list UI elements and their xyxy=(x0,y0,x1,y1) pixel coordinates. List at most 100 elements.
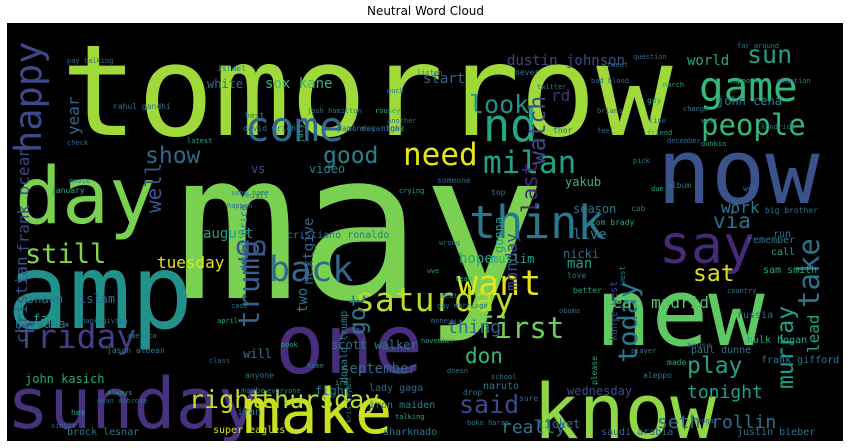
word-trump: trump xyxy=(232,241,266,328)
word-november: november xyxy=(421,337,455,345)
word-always: always xyxy=(107,389,132,397)
word-beat: beat xyxy=(441,292,458,300)
word-amp: amp xyxy=(7,233,193,353)
word-question: question xyxy=(633,53,667,61)
word-america: america xyxy=(127,332,157,340)
word-much: much xyxy=(387,87,404,95)
word-back: back xyxy=(269,250,353,290)
word-saudi-arabia: saudi arabia xyxy=(601,427,673,438)
word-wednesday: wednesday xyxy=(567,384,632,398)
word-cristiano-ronaldo: cristiano ronaldo xyxy=(287,230,389,241)
word-guy: guy xyxy=(647,96,662,105)
word-rd: rd xyxy=(551,86,570,105)
word-kanye-west: kanye west xyxy=(609,281,620,341)
word-tonight: tonight xyxy=(687,382,763,403)
word-tuesday: tuesday xyxy=(157,253,225,272)
word-yakub: yakub xyxy=(565,175,601,189)
word-tom-brady: tom brady xyxy=(591,218,635,227)
word-please: please xyxy=(590,356,599,385)
word-milan: milan xyxy=(483,145,576,181)
word-january: january xyxy=(51,186,85,195)
word-know: know xyxy=(533,367,716,441)
word-last: last xyxy=(518,162,542,213)
word-one: one xyxy=(275,298,423,393)
word-lady-gaga: lady gaga xyxy=(369,383,423,394)
word-team: team xyxy=(455,275,472,283)
word-fan: fan xyxy=(33,312,55,326)
word-still: still xyxy=(25,239,106,270)
word-paul-mccartney: paul mccartney xyxy=(337,124,405,133)
word-nextgive: nextgive xyxy=(301,218,317,285)
word-thanksgiving: thanksgiving xyxy=(77,317,128,325)
word-hulk-hogan: hulk hogan xyxy=(747,335,807,346)
word-kendrick: kendrick xyxy=(761,123,796,131)
word-call: call xyxy=(771,247,795,258)
word-cloud-canvas: may tomorrow amp new now one day know sunday make… xyxy=(7,23,843,441)
word-top: top xyxy=(491,188,506,197)
word-tomorrow: tomorrow xyxy=(61,23,673,165)
word-vs: vs xyxy=(251,162,265,176)
word-latest: latest xyxy=(187,137,212,145)
word-real-madrid: real madrid xyxy=(603,293,709,312)
word-watch: watch xyxy=(525,96,551,165)
word-sharknado: sharknado xyxy=(383,427,437,438)
word-bad-blood: bad blood xyxy=(591,77,629,85)
word-made: made xyxy=(667,358,686,367)
word-saturday: saturday xyxy=(355,280,514,319)
word-another: another xyxy=(387,117,417,125)
word-home: home xyxy=(307,362,324,370)
word-election: election xyxy=(777,77,811,85)
word-best: best xyxy=(245,111,264,120)
word-september: september xyxy=(341,361,417,377)
word-cub: cub xyxy=(631,204,646,213)
word-may: may xyxy=(175,109,545,347)
word-shawn: shawn xyxy=(27,292,63,306)
word-happen: happen xyxy=(227,202,252,210)
word-year: year xyxy=(64,96,83,135)
word-thing: thing xyxy=(447,317,501,338)
word-people: people xyxy=(701,108,806,142)
word-won: won xyxy=(743,184,758,193)
word-make: make xyxy=(243,375,392,441)
word-better: better xyxy=(573,286,602,295)
word-big-brother: big brother xyxy=(765,206,818,215)
word-support: support xyxy=(729,77,759,85)
word-look: look xyxy=(469,90,529,119)
word-paul-dunne: paul dunne xyxy=(691,345,751,356)
word-really: really xyxy=(501,417,566,438)
word-moneyw: moneyw xyxy=(431,317,457,325)
word-love: love xyxy=(567,271,586,280)
word-hey: hey xyxy=(71,408,86,417)
word-aleppo: aleppo xyxy=(643,371,672,380)
word-friday: friday xyxy=(17,317,136,356)
word-donald-trump: donald trump xyxy=(339,311,350,383)
word-today: today xyxy=(613,282,644,363)
word-pick: pick xyxy=(633,157,651,165)
word-will: will xyxy=(243,347,272,361)
word-muslim: muslim xyxy=(491,252,534,266)
word-scott-walker: scott walker xyxy=(331,338,418,352)
word-april: april xyxy=(217,317,238,325)
word-feel: feel xyxy=(597,127,614,135)
word-west: west xyxy=(618,266,627,285)
word-super-eagles: super eagles xyxy=(213,425,285,436)
word-country: country xyxy=(727,287,757,295)
word-john-cena: john cena xyxy=(717,94,782,108)
word-world: world xyxy=(687,53,729,69)
word-check: check xyxy=(67,139,89,147)
word-david-price: david price xyxy=(239,205,250,271)
word-sure: sure xyxy=(519,394,538,403)
word-murray: murray xyxy=(773,306,799,389)
word-maybe: maybe xyxy=(241,386,265,395)
word-islam: islam xyxy=(79,292,115,306)
word-video: video xyxy=(309,162,345,176)
word-play: play xyxy=(687,353,742,379)
word-sox-kane: sox kane xyxy=(265,76,332,92)
word-white: white xyxy=(207,77,243,91)
word-rousey: rousey xyxy=(375,107,400,115)
word-obama: obama xyxy=(559,307,580,315)
word-doesn: doesn xyxy=(447,367,468,375)
word-single: single xyxy=(51,422,76,430)
word-someone: someone xyxy=(437,176,471,185)
word-kris-bryant: kris bryant xyxy=(345,377,353,423)
